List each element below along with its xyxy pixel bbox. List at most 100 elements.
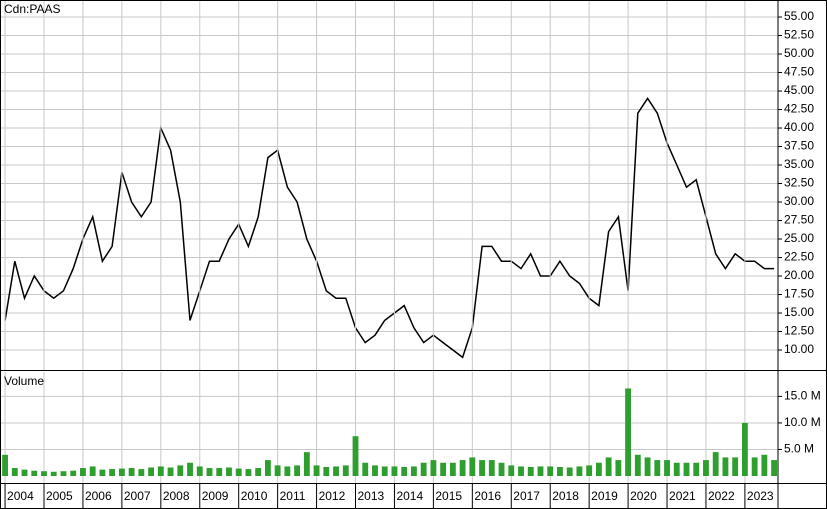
volume-bar xyxy=(771,460,778,476)
y-tick-label: 50.00 xyxy=(784,46,814,60)
x-tick-label: 2005 xyxy=(46,489,73,503)
y-tick-label: 22.50 xyxy=(784,250,814,264)
x-tick-label: 2020 xyxy=(630,489,657,503)
x-tick-label: 2011 xyxy=(280,489,306,503)
volume-bar xyxy=(420,462,427,476)
y-tick-label: 52.50 xyxy=(784,28,814,42)
x-tick-label: 2021 xyxy=(669,489,696,503)
y-tick-label: 25.00 xyxy=(784,231,814,245)
x-tick-label: 2023 xyxy=(747,489,774,503)
volume-bar xyxy=(89,466,96,476)
volume-bar xyxy=(664,460,670,476)
volume-bar xyxy=(391,466,398,476)
panel-title: Volume xyxy=(4,374,44,388)
volume-bar xyxy=(11,468,18,476)
y-tick-label: 27.50 xyxy=(784,213,814,227)
volume-bar xyxy=(654,460,661,476)
x-tick-label: 2010 xyxy=(241,489,268,503)
volume-bar xyxy=(693,462,700,476)
volume-bar xyxy=(216,468,223,476)
x-tick-label: 2016 xyxy=(474,489,501,503)
volume-bar xyxy=(488,460,495,476)
x-tick-label: 2022 xyxy=(708,489,735,503)
x-tick-label: 2013 xyxy=(358,489,385,503)
y-tick-label: 10.00 xyxy=(784,342,814,356)
y-tick-label: 42.50 xyxy=(784,102,814,116)
volume-bar xyxy=(751,457,758,476)
y-tick-label: 35.00 xyxy=(784,157,814,171)
x-tick-label: 2004 xyxy=(7,489,34,503)
volume-bar xyxy=(498,462,505,476)
volume-bar xyxy=(118,468,125,476)
volume-bar xyxy=(128,468,135,476)
volume-bar xyxy=(440,462,447,476)
y-tick-label: 45.00 xyxy=(784,83,814,97)
volume-bar xyxy=(206,468,213,476)
y-tick-label: 37.50 xyxy=(784,139,814,153)
volume-bar xyxy=(235,468,242,476)
y-tick-label: 15.00 xyxy=(784,305,814,319)
volume-bar xyxy=(459,460,466,476)
y-tick-label: 55.00 xyxy=(784,9,814,23)
volume-bar xyxy=(255,468,262,476)
volume-bar xyxy=(732,457,739,476)
volume-bar xyxy=(50,471,57,476)
chart-title: Cdn:PAAS xyxy=(4,2,60,16)
y-tick-label: 40.00 xyxy=(784,120,814,134)
volume-bar xyxy=(196,466,203,476)
volume-bar xyxy=(313,465,320,476)
x-tick-label: 2018 xyxy=(552,489,579,503)
volume-bar xyxy=(109,469,116,476)
volume-bar xyxy=(644,457,651,476)
volume-bar xyxy=(527,466,534,476)
y-tick-label: 15.0 M xyxy=(784,389,821,403)
volume-bar xyxy=(31,470,38,476)
volume-bar xyxy=(508,465,515,476)
volume-bar xyxy=(430,460,437,476)
x-tick-label: 2009 xyxy=(202,489,229,503)
volume-bar xyxy=(479,460,485,476)
volume-bar xyxy=(683,462,690,476)
volume-bar xyxy=(138,469,145,476)
volume-bar xyxy=(303,452,310,476)
x-tick-label: 2019 xyxy=(591,489,618,503)
volume-bar xyxy=(449,462,456,476)
price-line xyxy=(4,97,775,359)
volume-bar xyxy=(187,462,193,476)
volume-bar xyxy=(60,471,67,476)
volume-bar xyxy=(362,462,369,476)
y-tick-label: 5.0 M xyxy=(784,442,814,456)
x-tick-label: 2007 xyxy=(124,489,151,503)
volume-bar xyxy=(625,388,632,476)
volume-bar xyxy=(634,454,641,476)
volume-bar xyxy=(80,468,86,476)
volume-bar xyxy=(537,466,544,476)
y-tick-label: 20.00 xyxy=(784,268,814,282)
volume-bar xyxy=(722,457,729,476)
volume-bar xyxy=(274,465,281,476)
volume-bar xyxy=(167,467,174,476)
volume-bar xyxy=(595,462,602,476)
volume-bar xyxy=(712,452,719,476)
volume-bar xyxy=(264,460,271,476)
volume-bar xyxy=(226,467,232,476)
volume-bar xyxy=(586,465,593,476)
y-tick-label: 30.00 xyxy=(784,194,814,208)
y-tick-label: 47.50 xyxy=(784,65,814,79)
volume-bar xyxy=(401,466,408,476)
volume-bar xyxy=(157,466,164,476)
volume-bar xyxy=(576,466,583,476)
volume-bar xyxy=(566,467,573,476)
volume-bar xyxy=(323,466,330,476)
x-tick-label: 2006 xyxy=(85,489,112,503)
volume-bar xyxy=(342,465,349,476)
volume-bar xyxy=(605,457,612,476)
volume-bar xyxy=(547,466,554,476)
x-tick-label: 2015 xyxy=(435,489,462,503)
volume-bar xyxy=(703,460,709,476)
volume-bar xyxy=(557,466,563,476)
volume-bar xyxy=(284,466,291,476)
volume-bar xyxy=(333,466,339,476)
